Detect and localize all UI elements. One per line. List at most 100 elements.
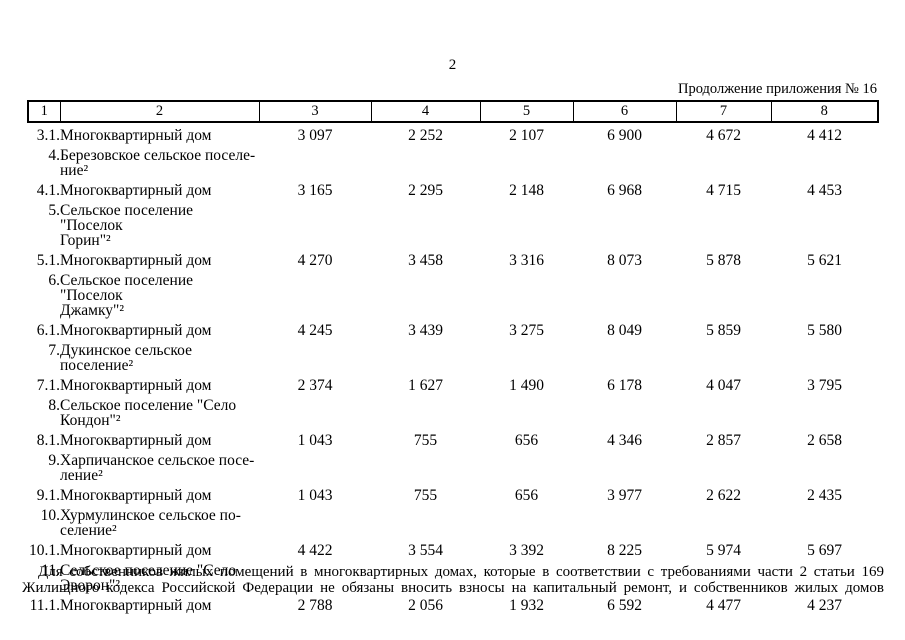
- row-value-col3: 4 422: [297, 542, 333, 559]
- column-header-7: 7: [675, 100, 772, 123]
- row-name: Сельское поселение "Село Кондон"²: [60, 397, 237, 429]
- row-value-col4: 3 554: [408, 542, 443, 559]
- row-value-col4: 3 458: [408, 252, 443, 269]
- row-value-col4: [371, 503, 480, 538]
- row-value-col7: [676, 198, 771, 248]
- table-row-settlement: 8. Сельское поселение "Село Кондон"²: [28, 393, 878, 429]
- table-row-settlement: 7. Дукинское сельское поселение²: [28, 338, 878, 374]
- row-value-col3: [259, 198, 371, 248]
- row-value-col3: 1 043: [297, 432, 333, 449]
- column-header-1: 1: [27, 100, 61, 123]
- row-value-col4: 1 627: [408, 377, 443, 394]
- row-value-col7: 4 047: [706, 377, 741, 394]
- row-value-col8: 5 580: [807, 322, 842, 339]
- row-value-col8: [771, 268, 878, 318]
- row-value-col8: [771, 143, 878, 178]
- row-number: 11.: [41, 562, 60, 579]
- row-value-col6: [573, 198, 676, 248]
- table-row-settlement: 4. Березовское сельское поселе- ние²: [28, 143, 878, 179]
- row-value-col5: [480, 448, 573, 483]
- column-header-2: 2: [59, 100, 260, 123]
- row-name: Харпичанское сельское посе- ление²: [60, 452, 255, 484]
- row-name: Многоквартирный дом: [60, 322, 212, 339]
- table-row-building: 8.1. Многоквартирный дом 1 043 755 656 4 346 2…: [28, 428, 878, 449]
- row-number: 7.1.: [36, 377, 60, 394]
- table-row-settlement: 11. Сельское поселение "Село Эворон"²: [28, 558, 878, 594]
- row-value-col3: 3 165: [297, 182, 333, 199]
- row-value-col6: [573, 338, 676, 373]
- column-header-3: 3: [258, 100, 372, 123]
- row-value-col6: 3 977: [607, 487, 642, 504]
- row-name: Многоквартирный дом: [60, 252, 212, 269]
- row-value-col4: [371, 393, 480, 428]
- row-value-col8: 2 658: [807, 432, 842, 449]
- row-value-col6: 8 225: [607, 542, 642, 559]
- row-value-col8: [771, 503, 878, 538]
- row-value-col6: 6 900: [607, 127, 642, 144]
- row-value-col5: [480, 338, 573, 373]
- row-value-col7: [676, 503, 771, 538]
- row-value-col8: [771, 393, 878, 428]
- table-row-building: 4.1. Многоквартирный дом 3 165 2 295 2 148 6 …: [28, 178, 878, 199]
- row-value-col8: 4 453: [807, 182, 842, 199]
- row-value-col4: 3 439: [408, 322, 443, 339]
- table-row-settlement: 5. Сельское поселение "Поселок Горин"²: [28, 198, 878, 249]
- row-number: 8.: [48, 397, 60, 414]
- row-number: 3.1.: [36, 127, 60, 144]
- row-number: 5.: [48, 202, 60, 219]
- row-name: Многоквартирный дом: [60, 487, 212, 504]
- row-name: Дукинское сельское поселение²: [60, 342, 192, 374]
- row-number: 9.1.: [36, 487, 60, 504]
- row-value-col8: 5 621: [807, 252, 842, 269]
- row-value-col4: [371, 143, 480, 178]
- row-value-col6: [573, 268, 676, 318]
- table-body: 3.1. Многоквартирный дом 3 097 2 252 2 107 6 …: [28, 122, 878, 614]
- row-value-col4: 2 252: [408, 127, 443, 144]
- row-value-col4: 2 056: [408, 597, 443, 614]
- row-value-col7: [676, 268, 771, 318]
- row-value-col7: 4 477: [706, 597, 741, 614]
- row-value-col8: [771, 198, 878, 248]
- column-header-5: 5: [479, 100, 574, 123]
- row-value-col7: 5 878: [706, 252, 741, 269]
- row-value-col7: [676, 338, 771, 373]
- row-value-col7: [676, 448, 771, 483]
- row-value-col3: [259, 268, 371, 318]
- row-value-col5: [480, 268, 573, 318]
- table-row-settlement: 6. Сельское поселение "Поселок Джамку"²: [28, 268, 878, 319]
- appendix-continuation-label: Продолжение приложения № 16: [678, 81, 877, 97]
- row-name: Сельское поселение "Поселок Горин"²: [60, 202, 193, 249]
- row-name: Березовское сельское поселе- ние²: [60, 147, 256, 179]
- row-value-col5: [480, 143, 573, 178]
- table-row-building: 10.1. Многоквартирный дом 4 422 3 554 3 392 8…: [28, 538, 878, 559]
- row-name: Многоквартирный дом: [60, 182, 212, 199]
- page-number: 2: [448, 57, 457, 73]
- row-value-col6: 8 073: [607, 252, 642, 269]
- table-row-settlement: 10. Хурмулинское сельское по- селение²: [28, 503, 878, 539]
- row-value-col8: 4 412: [807, 127, 842, 144]
- row-value-col3: [259, 143, 371, 178]
- row-number: 11.1.: [29, 597, 60, 614]
- row-name: Многоквартирный дом: [60, 432, 212, 449]
- row-value-col4: [371, 338, 480, 373]
- row-number: 9.: [48, 452, 60, 469]
- table-header-row: 1 2 3 4 5 6 7 8: [27, 100, 879, 123]
- row-value-col5: 2 148: [509, 182, 544, 199]
- table-row-settlement: 9. Харпичанское сельское посе- ление²: [28, 448, 878, 484]
- row-value-col4: [371, 268, 480, 318]
- row-value-col7: 4 715: [706, 182, 741, 199]
- row-name: Многоквартирный дом: [60, 542, 212, 559]
- footnote-line-2: Жилищного кодекса Российской Федерации н…: [22, 580, 884, 596]
- column-header-6: 6: [572, 100, 677, 123]
- footnote-line-1: Для собственников жилых помещений в мног…: [38, 564, 884, 580]
- row-value-col7: 5 974: [706, 542, 741, 559]
- row-value-col3: [259, 448, 371, 483]
- row-value-col7: 4 672: [706, 127, 741, 144]
- table-header: 1 2 3 4 5 6 7 8: [27, 100, 879, 123]
- row-value-col5: 3 392: [509, 542, 544, 559]
- tariff-table: 1 2 3 4 5 6 7 8 3.1. Многоквартирный дом 3…: [27, 100, 879, 613]
- row-value-col3: [259, 338, 371, 373]
- row-value-col6: 4 346: [607, 432, 642, 449]
- row-value-col6: 8 049: [607, 322, 642, 339]
